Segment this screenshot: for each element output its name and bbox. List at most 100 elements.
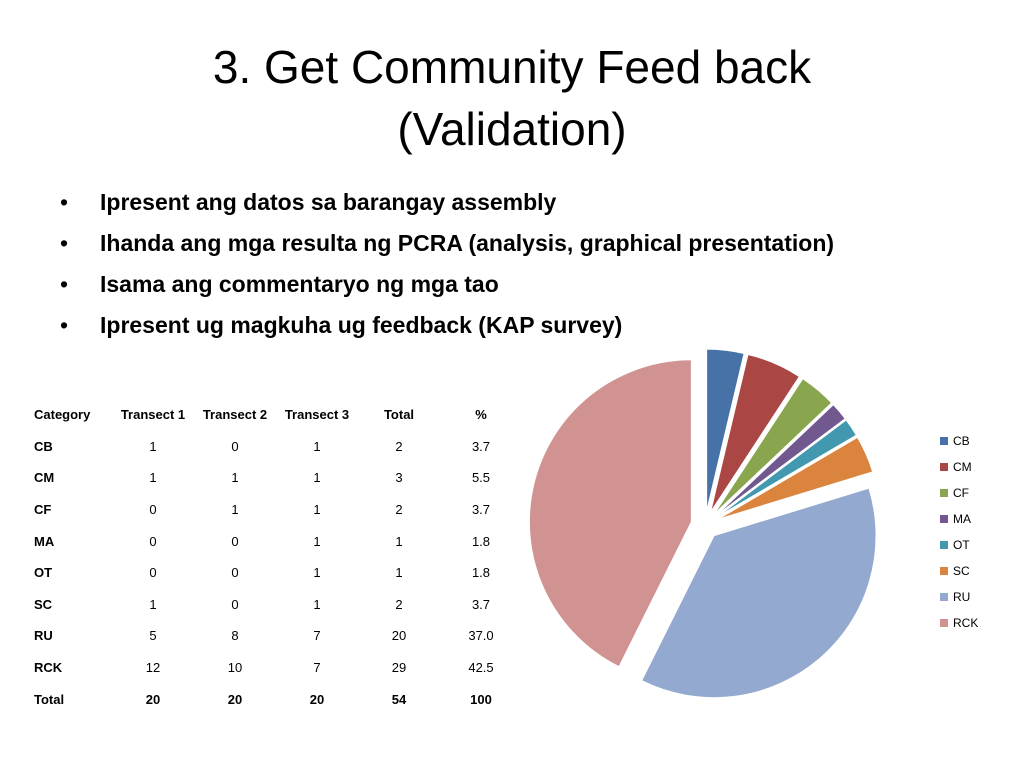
table-cell: 37.0 <box>468 628 494 644</box>
table-cell: 42.5 <box>468 660 494 676</box>
table-row: CM 1 1 1 3 5.5 <box>26 462 522 494</box>
table-cell: 20 <box>227 691 243 707</box>
column-header-total: Total <box>383 407 415 423</box>
table-cell: 3 <box>395 470 403 486</box>
table-row: RCK 12 10 7 29 42.5 <box>26 652 522 684</box>
legend-swatch <box>940 463 948 471</box>
table-cell: 1 <box>149 438 157 454</box>
table-cell: 1 <box>231 470 239 486</box>
table-cell: 1 <box>231 502 239 518</box>
legend-swatch <box>940 489 948 497</box>
table-cell: 3.7 <box>471 502 491 518</box>
table-cell: 7 <box>313 628 321 644</box>
table-cell: 20 <box>391 628 407 644</box>
table-cell: 1 <box>395 533 403 549</box>
table-cell: 2 <box>395 596 403 612</box>
table-cell-category: RCK <box>34 660 63 676</box>
table-cell: 0 <box>149 533 157 549</box>
table-header-row: Category Transect 1 Transect 2 Transect … <box>26 399 522 431</box>
legend-item-sc: SC <box>940 558 978 584</box>
table-cell-category: OT <box>34 565 53 581</box>
bullet-item: Ihanda ang mga resulta ng PCRA (analysis… <box>60 225 834 266</box>
table-cell: 0 <box>149 502 157 518</box>
table-cell: 0 <box>149 565 157 581</box>
table-cell: 20 <box>145 691 161 707</box>
table-cell: 1 <box>149 596 157 612</box>
bullet-item: Ipresent ang datos sa barangay assembly <box>60 184 834 225</box>
column-header-transect-3: Transect 3 <box>284 407 350 423</box>
table-cell: 1.8 <box>471 533 491 549</box>
column-header-category: Category <box>34 407 91 423</box>
table-cell: 5 <box>149 628 157 644</box>
legend-swatch <box>940 541 948 549</box>
legend-label: MA <box>953 512 971 526</box>
table-cell: 1 <box>395 565 403 581</box>
table-cell: 0 <box>231 565 239 581</box>
table-cell-category: CM <box>34 470 55 486</box>
column-header-transect-2: Transect 2 <box>202 407 268 423</box>
legend-label: RCK <box>953 616 979 630</box>
table-cell: 29 <box>391 660 407 676</box>
table-cell-category: CB <box>34 438 53 454</box>
legend-swatch <box>940 515 948 523</box>
bullet-item: Ipresent ug magkuha ug feedback (KAP sur… <box>60 307 834 348</box>
table-total-row: Total 20 20 20 54 100 <box>26 683 522 715</box>
legend-label: CB <box>953 434 970 448</box>
pie-slice-rck <box>528 359 692 668</box>
legend-item-ru: RU <box>940 584 978 610</box>
table-cell-category: MA <box>34 533 55 549</box>
table-row: CB 1 0 1 2 3.7 <box>26 431 522 463</box>
table-cell: 7 <box>313 660 321 676</box>
pie-slice-cf <box>713 378 833 515</box>
pie-slice-sc <box>717 436 874 520</box>
table-cell: 2 <box>395 438 403 454</box>
slide-title-line-1: 3. Get Community Feed back <box>212 41 812 93</box>
table-cell-category: Total <box>34 691 65 707</box>
table-cell-category: SC <box>34 596 53 612</box>
slide-title-line-2: (Validation) <box>397 103 627 155</box>
data-table: Category Transect 1 Transect 2 Transect … <box>26 399 522 715</box>
table-row: OT 0 0 1 1 1.8 <box>26 557 522 589</box>
legend-swatch <box>940 437 948 445</box>
legend-swatch <box>940 619 948 627</box>
legend-item-rck: RCK <box>940 610 978 636</box>
table-row: RU 5 8 7 20 37.0 <box>26 620 522 652</box>
table-cell: 20 <box>309 691 325 707</box>
legend-item-ma: MA <box>940 506 978 532</box>
pie-slice-cm <box>710 353 800 513</box>
table-row: MA 0 0 1 1 1.8 <box>26 525 522 557</box>
table-cell: 3.7 <box>471 596 491 612</box>
table-cell: 1 <box>149 470 157 486</box>
table-cell: 2 <box>395 502 403 518</box>
table-cell: 100 <box>470 691 492 707</box>
bullet-list: Ipresent ang datos sa barangay assembly … <box>60 184 834 348</box>
legend-label: CF <box>953 486 969 500</box>
pie-slice-ot <box>716 419 858 518</box>
table-cell: 1 <box>313 596 321 612</box>
chart-legend: CB CM CF MA OT SC RU RCK <box>940 428 978 636</box>
legend-item-cb: CB <box>940 428 978 454</box>
legend-label: RU <box>953 590 971 604</box>
table-cell: 1 <box>313 438 321 454</box>
legend-swatch <box>940 567 948 575</box>
table-cell: 5.5 <box>471 470 491 486</box>
table-cell: 1 <box>313 470 321 486</box>
pie-chart <box>528 348 877 699</box>
table-cell: 8 <box>231 628 239 644</box>
table-cell: 10 <box>227 660 243 676</box>
table-cell: 0 <box>231 596 239 612</box>
table-row: CF 0 1 1 2 3.7 <box>26 494 522 526</box>
table-cell: 1 <box>313 502 321 518</box>
column-header-transect-1: Transect 1 <box>120 407 186 423</box>
legend-item-ot: OT <box>940 532 978 558</box>
table-cell: 0 <box>231 533 239 549</box>
table-cell-category: RU <box>34 628 53 644</box>
table-cell: 3.7 <box>471 438 491 454</box>
legend-label: OT <box>953 538 970 552</box>
table-cell: 1 <box>313 565 321 581</box>
table-cell: 1 <box>313 533 321 549</box>
table-cell: 12 <box>145 660 161 676</box>
pie-slice-ru <box>640 487 877 699</box>
legend-label: SC <box>953 564 970 578</box>
column-header-percent: % <box>475 407 487 423</box>
